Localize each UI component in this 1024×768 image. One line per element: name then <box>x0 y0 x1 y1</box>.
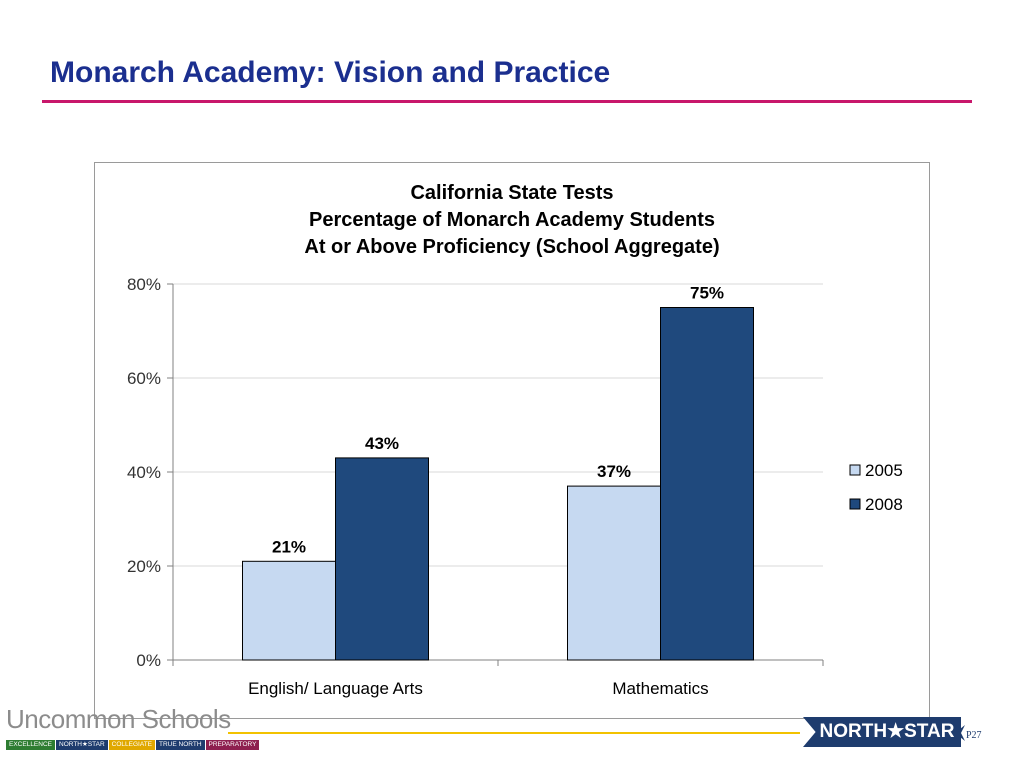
chart-bars <box>242 307 754 661</box>
footer-divider <box>228 732 800 734</box>
chart-axes: 0% 20% 40% 60% 80% English/ Language Arts Math… <box>127 275 824 698</box>
tagline-chip: COLLEGIATE <box>108 740 156 750</box>
chart-frame: California State Tests Percentage of Mona… <box>94 162 930 719</box>
legend-swatch <box>849 464 861 476</box>
y-tick-label: 40% <box>127 463 161 482</box>
chart-title: California State Tests Percentage of Mona… <box>304 182 719 258</box>
chart-data-labels: 21% 43% 37% 75% <box>272 284 724 557</box>
x-category-label: Mathematics <box>612 679 708 698</box>
bar-2008-math <box>660 307 754 661</box>
chart-title-line: Percentage of Monarch Academy Students <box>309 209 715 231</box>
chart-title-line: California State Tests <box>410 182 613 204</box>
north-star-badge: NORTH★STAR <box>803 717 961 747</box>
bar-value-label: 43% <box>365 434 399 453</box>
title-divider <box>42 100 972 103</box>
y-tick-label: 0% <box>136 651 161 670</box>
legend-label: 2008 <box>865 495 903 514</box>
bar-value-label: 37% <box>597 462 631 481</box>
legend-label: 2005 <box>865 461 903 480</box>
bar-2005-math <box>567 485 661 661</box>
bar-value-label: 75% <box>690 284 724 303</box>
tagline-chip: EXCELLENCE <box>6 740 55 750</box>
brand-tagline: EXCELLENCE NORTH★STAR COLLEGIATE TRUE NORTH… <box>6 740 260 750</box>
x-category-label: English/ Language Arts <box>248 679 423 698</box>
bar-value-label: 21% <box>272 537 306 556</box>
tagline-chip: TRUE NORTH <box>156 740 205 750</box>
bar-2008-ela <box>335 457 429 661</box>
chart-title-line: At or Above Proficiency (School Aggregat… <box>304 236 719 258</box>
brand-logo-text: Uncommon Schools <box>6 704 231 734</box>
slide-title: Monarch Academy: Vision and Practice <box>50 56 611 89</box>
tagline-chip: PREPARATORY <box>205 740 260 750</box>
tagline-chip: NORTH★STAR <box>56 740 108 750</box>
y-tick-label: 60% <box>127 369 161 388</box>
legend-swatch <box>849 498 861 510</box>
page-number: P27 <box>966 730 982 741</box>
badge-arrow-icon <box>955 725 965 741</box>
y-tick-label: 20% <box>127 557 161 576</box>
chart-legend: 2005 2008 <box>849 461 903 514</box>
y-tick-label: 80% <box>127 275 161 294</box>
bar-chart: California State Tests Percentage of Mona… <box>127 182 903 698</box>
bar-2005-ela <box>242 560 336 661</box>
